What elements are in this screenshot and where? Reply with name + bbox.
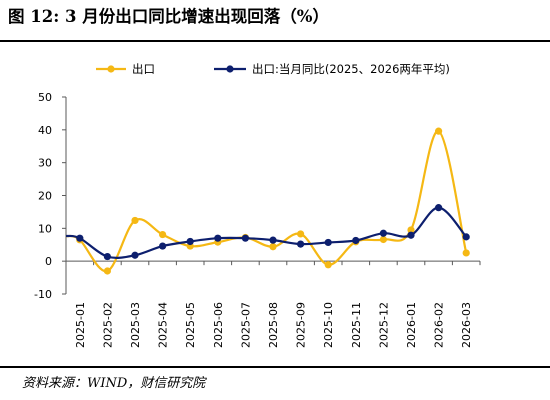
x-tick-label: 2025-11	[350, 302, 363, 348]
series-1-point	[131, 216, 139, 225]
chart-title: 图 12: 3 月份出口同比增速出现回落（%）	[8, 7, 329, 26]
x-tick-label: 2025-09	[295, 302, 308, 348]
x-tick-label: 2026-01	[405, 302, 418, 348]
x-tick-label: 2025-08	[267, 302, 280, 348]
y-tick-label: 30	[38, 157, 52, 170]
legend-swatch-marker	[226, 65, 234, 73]
x-tick-label: 2025-02	[101, 302, 114, 348]
source-note: 资料来源：WIND，财信研究院	[22, 376, 206, 391]
y-tick-label: -10	[34, 288, 52, 301]
x-tick-label: 2025-07	[239, 302, 252, 348]
x-tick-label: 2025-05	[184, 302, 197, 348]
series-1-line	[65, 130, 468, 273]
legend-swatch-marker	[107, 65, 115, 73]
series-2-point	[214, 234, 222, 242]
series-1-point	[407, 226, 415, 234]
series-1-point	[435, 127, 443, 135]
title-rule	[0, 40, 550, 42]
series-2-point	[407, 231, 415, 239]
footer-rule	[0, 366, 550, 368]
series-1-point	[103, 267, 111, 275]
y-tick-label: 10	[38, 222, 52, 235]
series-1-point	[462, 249, 470, 257]
y-tick-label: 40	[38, 124, 52, 137]
legend: 出口 出口:当月同比(2025、2026两年平均)	[96, 62, 450, 76]
series-1-point	[159, 230, 167, 239]
series-1-point	[269, 243, 277, 251]
series-1-point	[324, 261, 332, 269]
series-2-line	[65, 206, 468, 259]
series-2-point	[76, 234, 84, 242]
series-1-point	[297, 230, 305, 238]
legend-item-2: 出口:当月同比(2025、2026两年平均)	[214, 62, 450, 76]
series-2	[65, 204, 470, 261]
series-layer	[65, 127, 470, 275]
series-1-point	[379, 235, 387, 244]
y-tick-label: 20	[38, 190, 52, 203]
legend-label: 出口:当月同比(2025、2026两年平均)	[252, 62, 450, 76]
series-2-point	[241, 234, 249, 242]
series-2-point	[324, 238, 332, 247]
series-2-point	[131, 251, 139, 259]
line-chart: 出口 出口:当月同比(2025、2026两年平均) -1001020304050 …	[34, 62, 481, 348]
x-tick-label: 2025-06	[212, 302, 225, 348]
x-tick-label: 2025-03	[129, 302, 142, 348]
x-tick-label: 2026-03	[460, 302, 473, 348]
x-axis: 2025-01 2025-02 2025-03 2025-04 2025-05 2025-…	[65, 260, 481, 348]
y-tick-label: 0	[45, 255, 52, 268]
series-2-point	[352, 236, 360, 245]
series-2-point	[269, 236, 277, 244]
series-2-point	[435, 204, 443, 212]
x-tick-label: 2025-04	[157, 302, 170, 348]
y-tick-label: 50	[38, 91, 52, 104]
series-2-point	[103, 252, 111, 261]
series-1	[65, 127, 470, 275]
y-axis: -10 0 10 20 30 40 50	[34, 91, 67, 301]
series-2-point	[159, 242, 167, 250]
series-2-point	[462, 233, 470, 241]
series-2-point	[297, 240, 305, 248]
series-2-point	[186, 237, 194, 246]
x-tick-label: 2025-10	[322, 302, 335, 348]
legend-label: 出口	[132, 62, 155, 76]
x-tick-label: 2025-12	[377, 302, 390, 348]
legend-item-1: 出口	[96, 62, 155, 76]
x-tick-label: 2025-01	[74, 302, 87, 348]
series-2-point	[379, 229, 387, 237]
x-tick-label: 2026-02	[433, 302, 446, 348]
